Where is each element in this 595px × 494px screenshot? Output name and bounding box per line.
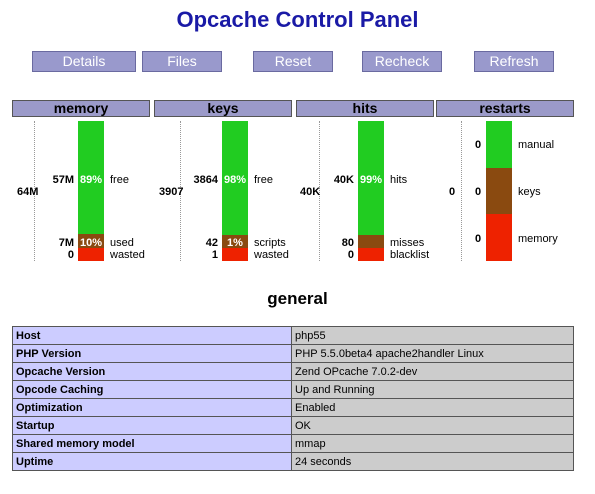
- info-value: Zend OPcache 7.0.2-dev: [291, 362, 574, 381]
- info-key: Startup: [12, 416, 292, 435]
- keys-scripts-label: scripts: [254, 237, 286, 249]
- keys-scale-line: [180, 121, 181, 261]
- info-key: Optimization: [12, 398, 292, 417]
- memory-bar: [78, 121, 104, 261]
- memory-wasted-segment: [78, 248, 104, 261]
- keys-free-pct: 98%: [223, 174, 247, 186]
- hits-misses-label: misses: [390, 237, 425, 249]
- memory-free-value: 57M: [52, 174, 74, 186]
- info-row: Uptime 24 seconds: [12, 452, 574, 471]
- refresh-button[interactable]: Refresh: [474, 51, 554, 72]
- info-key: Uptime: [12, 452, 292, 471]
- info-value: OK: [291, 416, 574, 435]
- hits-scale-line: [319, 121, 320, 261]
- memory-free-label: free: [110, 174, 129, 186]
- restarts-manual-value: 0: [475, 139, 482, 151]
- files-button[interactable]: Files: [142, 51, 222, 72]
- info-key: Opcode Caching: [12, 380, 292, 399]
- page-title: Opcache Control Panel: [176, 7, 419, 32]
- memory-free-pct: 89%: [79, 174, 103, 186]
- hits-hits-label: hits: [390, 174, 408, 186]
- memory-wasted-label: wasted: [110, 249, 145, 261]
- memory-total: 64M: [17, 186, 39, 198]
- restarts-memory-label: memory: [518, 233, 558, 245]
- reset-button[interactable]: Reset: [253, 51, 333, 72]
- hits-misses-segment: [358, 235, 384, 248]
- hits-bar: [358, 121, 384, 261]
- hits-total: 40K: [300, 186, 321, 198]
- hits-blacklist-segment: [358, 248, 384, 261]
- restarts-manual-label: manual: [518, 139, 555, 151]
- info-row: Opcode Caching Up and Running: [12, 380, 574, 399]
- memory-used-label: used: [110, 237, 134, 249]
- keys-scripts-value: 42: [205, 237, 218, 249]
- info-key: PHP Version: [12, 344, 292, 363]
- restarts-total: 0: [449, 186, 456, 198]
- hits-hits-pct: 99%: [359, 174, 383, 186]
- memory-used-pct: 10%: [79, 237, 103, 249]
- memory-used-segment: [78, 234, 104, 248]
- general-info-table: Host php55 PHP Version PHP 5.5.0beta4 apach…: [12, 326, 574, 471]
- keys-wasted-label: wasted: [254, 249, 289, 261]
- keys-scripts-pct: 1%: [227, 237, 243, 249]
- restarts-memory-segment: [486, 214, 512, 261]
- keys-wasted-value: 1: [211, 249, 218, 261]
- info-value: Enabled: [291, 398, 574, 417]
- hits-blacklist-value: 0: [347, 249, 354, 261]
- info-row: Startup OK: [12, 416, 574, 435]
- details-button[interactable]: Details: [32, 51, 136, 72]
- info-value: PHP 5.5.0beta4 apache2handler Linux: [291, 344, 574, 363]
- info-row: PHP Version PHP 5.5.0beta4 apache2handler…: [12, 344, 574, 363]
- keys-used-segment: [222, 235, 248, 248]
- info-row: Host php55: [12, 326, 574, 345]
- memory-wasted-value: 0: [67, 249, 74, 261]
- restarts-keys-label: keys: [518, 186, 541, 198]
- keys-free-label: free: [254, 174, 273, 186]
- keys-total: 3907: [159, 186, 184, 198]
- restarts-keys-segment: [486, 168, 512, 214]
- hits-misses-value: 80: [341, 237, 354, 249]
- keys-header: keys: [154, 100, 292, 117]
- memory-used-value: 7M: [58, 237, 74, 249]
- info-value: php55: [291, 326, 574, 345]
- info-key: Opcache Version: [12, 362, 292, 381]
- restarts-memory-value: 0: [475, 233, 482, 245]
- hits-header: hits: [296, 100, 434, 117]
- hits-hits-segment: [358, 121, 384, 235]
- info-key: Host: [12, 326, 292, 345]
- keys-bar: [222, 121, 248, 261]
- keys-free-segment: [222, 121, 248, 235]
- info-value: 24 seconds: [291, 452, 574, 471]
- info-value: Up and Running: [291, 380, 574, 399]
- recheck-button[interactable]: Recheck: [362, 51, 442, 72]
- general-heading: general: [267, 289, 328, 308]
- keys-free-value: 3864: [193, 174, 218, 186]
- restarts-scale-line: [461, 121, 462, 261]
- info-row: Shared memory model mmap: [12, 434, 574, 453]
- info-row: Opcache Version Zend OPcache 7.0.2-dev: [12, 362, 574, 381]
- memory-scale-line: [34, 121, 35, 261]
- restarts-bar: [486, 121, 512, 261]
- memory-free-segment: [78, 121, 104, 234]
- memory-header: memory: [12, 100, 150, 117]
- hits-hits-value: 40K: [333, 174, 354, 186]
- info-value: mmap: [291, 434, 574, 453]
- info-key: Shared memory model: [12, 434, 292, 453]
- keys-wasted-segment: [222, 248, 248, 261]
- hits-blacklist-label: blacklist: [390, 249, 430, 261]
- restarts-keys-value: 0: [475, 186, 482, 198]
- info-row: Optimization Enabled: [12, 398, 574, 417]
- restarts-header: restarts: [436, 100, 574, 117]
- restarts-manual-segment: [486, 121, 512, 168]
